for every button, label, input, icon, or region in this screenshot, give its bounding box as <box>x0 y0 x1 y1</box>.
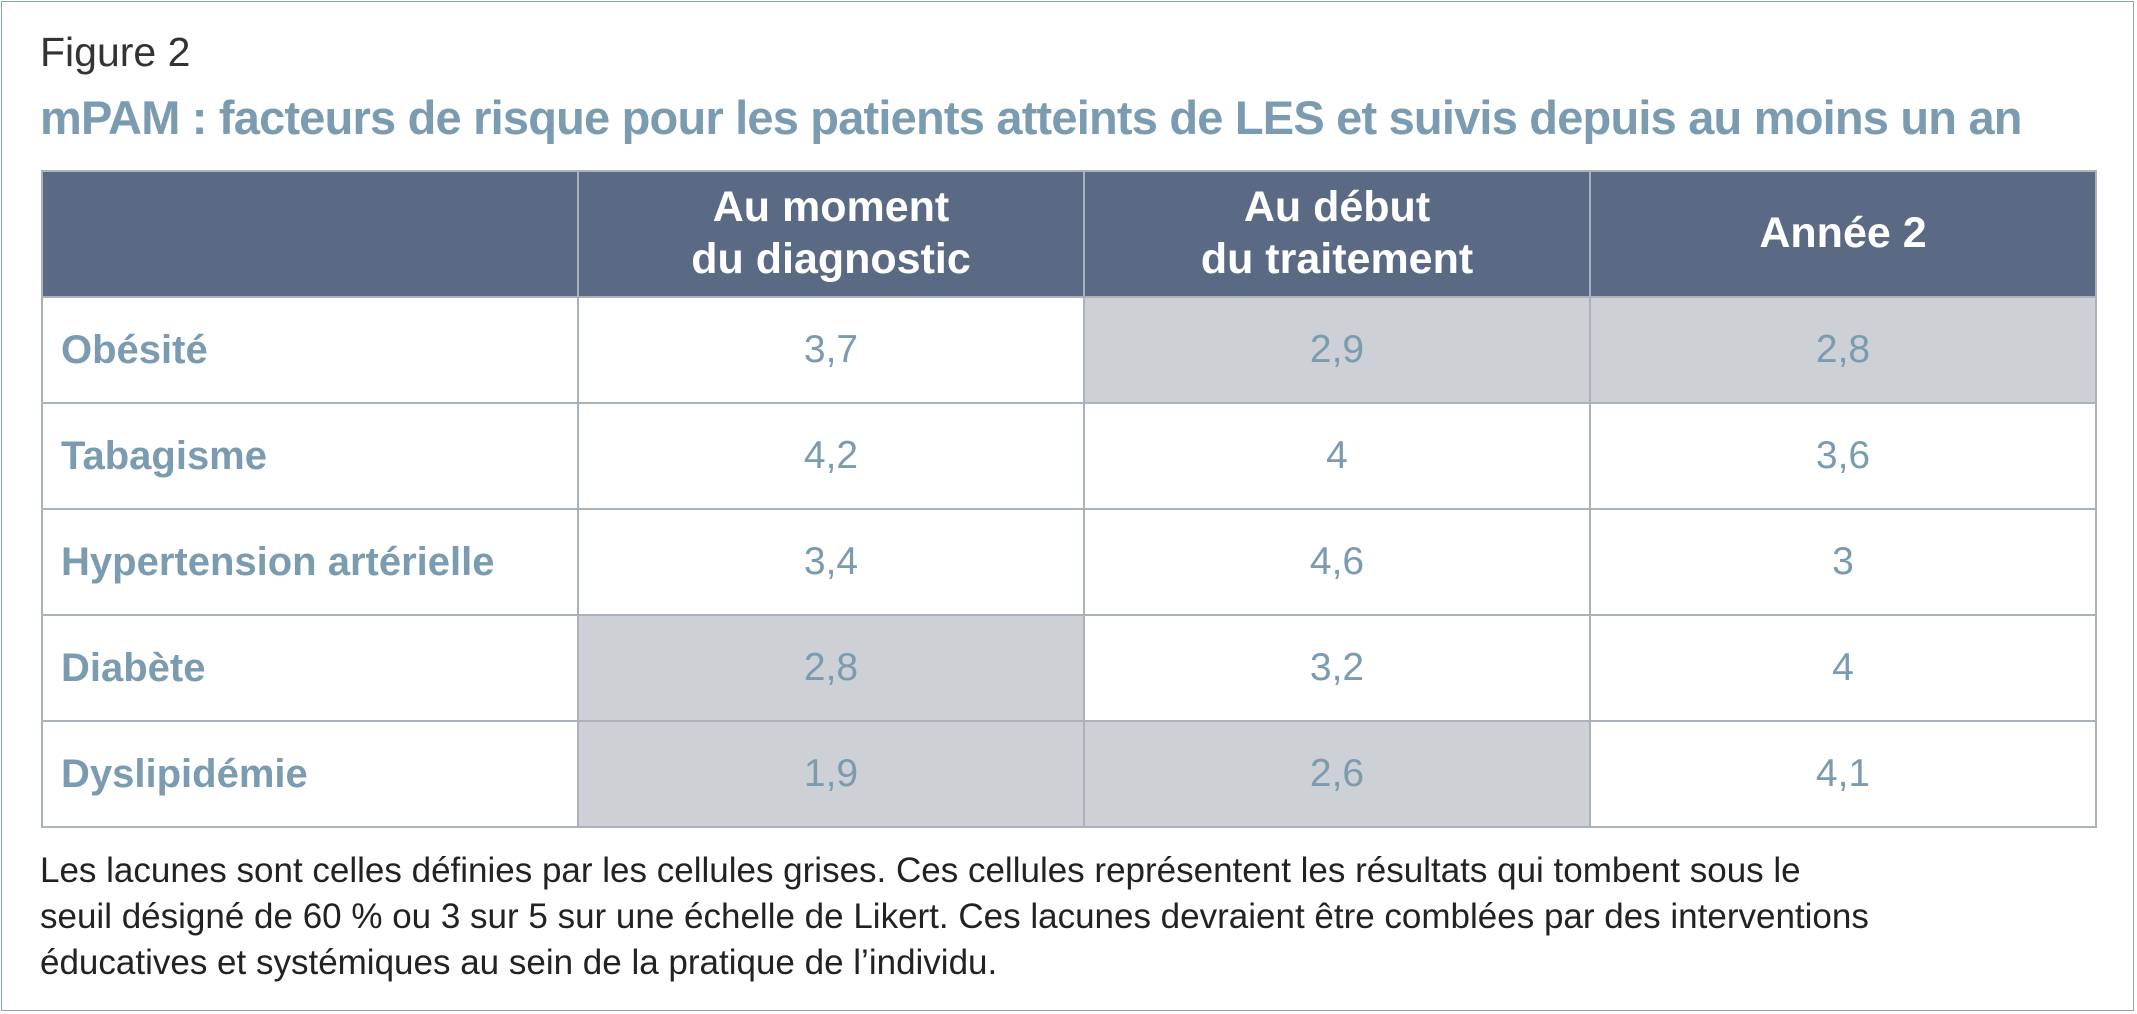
value-cell: 4,6 <box>1083 508 1591 616</box>
column-header-line: Année 2 <box>1759 209 1927 258</box>
figure-label: Figure 2 <box>40 29 191 75</box>
column-header: Année 2 <box>1589 170 2097 298</box>
value-cell: 3,6 <box>1589 402 2097 510</box>
column-header-line: Au début <box>1243 183 1431 232</box>
table-row: Hypertension artérielle 3,4 4,6 3 <box>41 508 2097 616</box>
table-header-row: Au moment du diagnostic Au début du traitem… <box>41 170 2097 298</box>
table-body: Obésité 3,7 2,9 2,8 Tabagisme 4,2 4 3,6 Hyperten… <box>41 296 2097 828</box>
table-row: Obésité 3,7 2,9 2,8 <box>41 296 2097 404</box>
value-cell: 3,2 <box>1083 614 1591 722</box>
footnote-line: éducatives et systémiques au sein de la … <box>40 943 998 982</box>
row-label: Diabète <box>41 614 579 722</box>
column-header <box>41 170 579 298</box>
table-row: Diabète 2,8 3,2 4 <box>41 614 2097 722</box>
column-header: Au moment du diagnostic <box>577 170 1085 298</box>
column-header-line: Au moment <box>712 183 950 232</box>
value-cell: 3 <box>1589 508 2097 616</box>
column-header-line: du traitement <box>1200 235 1474 283</box>
table-row: Dyslipidémie 1,9 2,6 4,1 <box>41 720 2097 828</box>
risk-factor-table: Au moment du diagnostic Au début du traitem… <box>41 170 2097 828</box>
value-cell: 4 <box>1589 614 2097 722</box>
figure-title: mPAM : facteurs de risque pour les patie… <box>40 91 2023 144</box>
footnote-line: Les lacunes sont celles définies par les… <box>40 851 1801 890</box>
value-cell: 4 <box>1083 402 1591 510</box>
row-label: Tabagisme <box>41 402 579 510</box>
row-label: Hypertension artérielle <box>41 508 579 616</box>
gap-value-cell: 2,6 <box>1083 720 1591 828</box>
gap-value-cell: 2,9 <box>1083 296 1591 404</box>
value-cell: 3,7 <box>577 296 1085 404</box>
gap-value-cell: 1,9 <box>577 720 1085 828</box>
gap-value-cell: 2,8 <box>577 614 1085 722</box>
footnote-line: seuil désigné de 60 % ou 3 sur 5 sur une… <box>40 897 1869 936</box>
footnote: Les lacunes sont celles définies par les… <box>40 848 2100 986</box>
column-header: Au début du traitement <box>1083 170 1591 298</box>
value-cell: 4,1 <box>1589 720 2097 828</box>
gap-value-cell: 2,8 <box>1589 296 2097 404</box>
row-label: Obésité <box>41 296 579 404</box>
value-cell: 4,2 <box>577 402 1085 510</box>
column-header-line: du diagnostic <box>691 235 971 283</box>
table-row: Tabagisme 4,2 4 3,6 <box>41 402 2097 510</box>
row-label: Dyslipidémie <box>41 720 579 828</box>
value-cell: 3,4 <box>577 508 1085 616</box>
